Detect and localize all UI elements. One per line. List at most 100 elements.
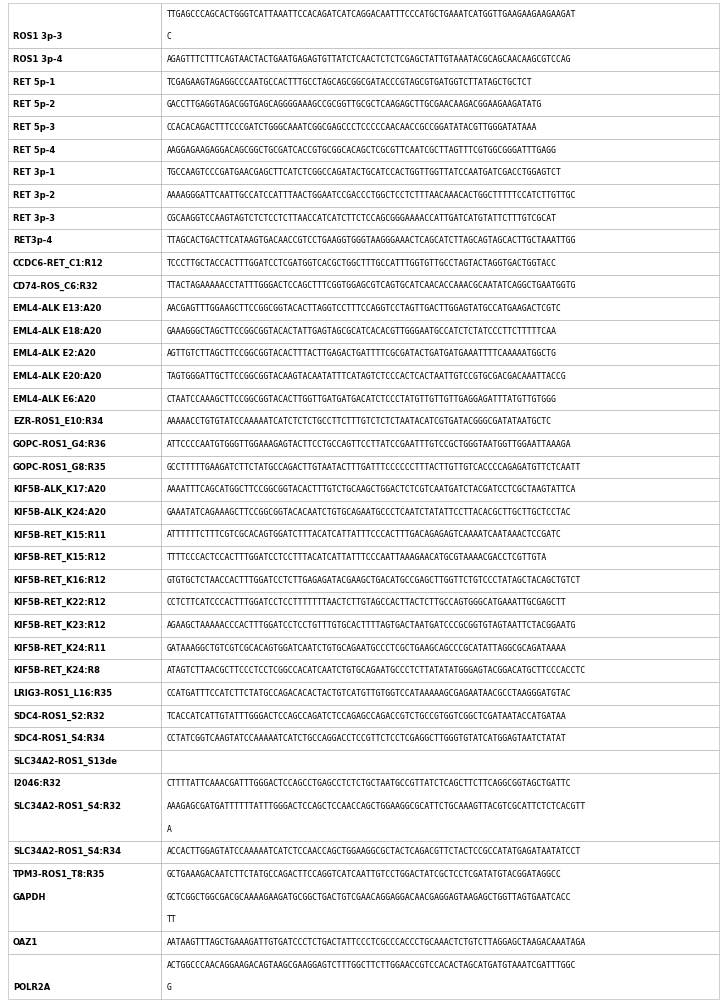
Bar	[161, 569, 719, 592]
Bar	[161, 48, 719, 71]
Bar	[161, 320, 719, 343]
Text: GCCTTTTTGAAGATCTTCTATGCCAGACTTGTAATACTTTGATTTCCCCCCTTTACTTGTTGTCACCCCAGAGATGTTCT: GCCTTTTTGAAGATCTTCTATGCCAGACTTGTAATACTTT…	[167, 463, 581, 472]
Bar	[8, 116, 161, 139]
Bar	[8, 569, 161, 592]
Text: TTACTAGAAAAACCTATTTGGGACTCCAGCTTTCGGTGGAGCGTCAGTGCATCAACACCAAACGCAATATCAGGCTGAAT: TTACTAGAAAAACCTATTTGGGACTCCAGCTTTCGGTGGA…	[167, 281, 576, 290]
Bar	[161, 863, 719, 931]
Text: ROS1 3p-4: ROS1 3p-4	[13, 55, 62, 64]
Text: G: G	[167, 983, 172, 992]
Text: AGTTGTCTTAGCTTCCGGCGGTACACTTTACTTGAGACTGATTTTCGCGATACTGATGATGAAATTTTCAAAAATGGCTG: AGTTGTCTTAGCTTCCGGCGGTACACTTTACTTGAGACTG…	[167, 349, 557, 358]
Text: SLC34A2-ROS1_S4:R32: SLC34A2-ROS1_S4:R32	[13, 802, 121, 811]
Bar	[161, 433, 719, 456]
Text: SDC4-ROS1_S2:R32: SDC4-ROS1_S2:R32	[13, 711, 105, 721]
Text: KIF5B-RET_K15:R11: KIF5B-RET_K15:R11	[13, 530, 106, 540]
Text: LRIG3-ROS1_L16:R35: LRIG3-ROS1_L16:R35	[13, 689, 112, 698]
Bar	[8, 433, 161, 456]
Text: TTGAGCCCAGCACTGGGTCATTAAATTCCACAGATCATCAGGACAATTTCCCATGCTGAAATCATGGTTGAAGAAGAAGA: TTGAGCCCAGCACTGGGTCATTAAATTCCACAGATCATCA…	[167, 10, 576, 19]
Bar	[161, 275, 719, 297]
Bar	[161, 3, 719, 48]
Text: TCGAGAAGTAGAGGCCCAATGCCACTTTGCCTAGCAGCGGCGATACCCGTAGCGTGATGGTCTTATAGCTGCTCT: TCGAGAAGTAGAGGCCCAATGCCACTTTGCCTAGCAGCGG…	[167, 78, 532, 87]
Text: GACCTTGAGGTAGACGGTGAGCAGGGGAAAGCCGCGGTTGCGCTCAAGAGCTTGCGAACAAGACGGAAGAAGATATG: GACCTTGAGGTAGACGGTGAGCAGGGGAAAGCCGCGGTTG…	[167, 100, 542, 109]
Text: AGAAGCTAAAAACCCACTTTGGATCCTCCTGTTTGTGCACTTTTAGTGACTAATGATCCCGCGGTGTAGTAATTCTACGG: AGAAGCTAAAAACCCACTTTGGATCCTCCTGTTTGTGCAC…	[167, 621, 576, 630]
Bar	[161, 727, 719, 750]
Text: ACTGGCCCAACAGGAAGACAGTAAGCGAAGGAGTCTTTGGCTTCTTGGAACCGTCCACACTAGCATGATGTAAATCGATT: ACTGGCCCAACAGGAAGACAGTAAGCGAAGGAGTCTTTGG…	[167, 961, 576, 970]
Text: CTTTTATTCAAACGATTTGGGACTCCAGCCTGAGCCTCTCTGCTAATGCCGTTATCTCAGCTTCTTCAGGCGGTAGCTGA: CTTTTATTCAAACGATTTGGGACTCCAGCCTGAGCCTCTC…	[167, 779, 571, 788]
Text: KIF5B-RET_K24:R8: KIF5B-RET_K24:R8	[13, 666, 100, 675]
Text: I2046:R32: I2046:R32	[13, 779, 61, 788]
Text: RET 5p-1: RET 5p-1	[13, 78, 55, 87]
Text: AGAGTTTCTTTCAGTAACTACTGAATGAGAGTGTTATCTCAACTCTCTCGAGCTATTGTAAATACGCAGCAACAAGCGTC: AGAGTTTCTTTCAGTAACTACTGAATGAGAGTGTTATCTC…	[167, 55, 571, 64]
Text: TCACCATCATTGTATTTGGGACTCCAGCCAGATCTCCAGAGCCAGACCGTCTGCCGTGGTCGGCTCGATAATACCATGAT: TCACCATCATTGTATTTGGGACTCCAGCCAGATCTCCAGA…	[167, 712, 567, 721]
Text: ACCACTTGGAGTATCCAAAAATCATCTCCAACCAGCTGGAAGGCGCTACTCAGACGTTCTACTCCGCCATATGAGATAAT: ACCACTTGGAGTATCCAAAAATCATCTCCAACCAGCTGGA…	[167, 847, 581, 856]
Text: CCATGATTTCCATCTTCTATGCCAGACACACTACTGTCATGTTGTGGTCCATAAAAAGCGAGAATAACGCCTAAGGGATG: CCATGATTTCCATCTTCTATGCCAGACACACTACTGTCAT…	[167, 689, 571, 698]
Bar	[8, 71, 161, 94]
Bar	[161, 252, 719, 275]
Text: KIF5B-ALK_K24:A20: KIF5B-ALK_K24:A20	[13, 508, 106, 517]
Bar	[8, 320, 161, 343]
Bar	[8, 388, 161, 410]
Text: AACGAGTTTGGAAGCTTCCGGCGGTACACTTAGGTCCTTTCCAGGTCCTAGTTGACTTGGAGTATGCCATGAAGACTCGT: AACGAGTTTGGAAGCTTCCGGCGGTACACTTAGGTCCTTT…	[167, 304, 562, 313]
Bar	[8, 343, 161, 365]
Text: TTAGCACTGACTTCATAAGTGACAACCGTCCTGAAGGTGGGTAAGGGAAACTCAGCATCTTAGCAGTAGCACTTGCTAAA: TTAGCACTGACTTCATAAGTGACAACCGTCCTGAAGGTGG…	[167, 236, 576, 245]
Text: POLR2A: POLR2A	[13, 983, 50, 992]
Bar	[8, 727, 161, 750]
Bar	[161, 524, 719, 546]
Text: SLC34A2-ROS1_S4:R34: SLC34A2-ROS1_S4:R34	[13, 847, 121, 856]
Text: RET 5p-3: RET 5p-3	[13, 123, 55, 132]
Bar	[8, 297, 161, 320]
Bar	[8, 207, 161, 229]
Bar	[8, 750, 161, 773]
Bar	[161, 365, 719, 388]
Text: EML4-ALK E6:A20: EML4-ALK E6:A20	[13, 395, 96, 404]
Text: AATAAGTTTAGCTGAAAGATTGTGATCCCTCTGACTATTCCCTCGCCCACCCTGCAAACTCTGTCTTAGGAGCTAAGACA: AATAAGTTTAGCTGAAAGATTGTGATCCCTCTGACTATTC…	[167, 938, 586, 947]
Text: AAGGAGAAGAGGACAGCGGCTGCGATCACCGTGCGGCACAGCTCGCGTTCAATCGCTTAGTTTCGTGGCGGGATTTGAGG: AAGGAGAAGAGGACAGCGGCTGCGATCACCGTGCGGCACA…	[167, 146, 557, 155]
Text: SLC34A2-ROS1_S13de: SLC34A2-ROS1_S13de	[13, 757, 117, 766]
Text: GCTGAAAGACAATCTTCTATGCCAGACTTCCAGGTCATCAATTGTCCTGGACTATCGCTCCTCGATATGTACGGATAGGC: GCTGAAAGACAATCTTCTATGCCAGACTTCCAGGTCATCA…	[167, 870, 562, 879]
Text: CCACACAGACTTTCCCGATCTGGGCAAATCGGCGAGCCCTCCCCCAACAACCGCCGGATATACGTTGGGATATAAA: CCACACAGACTTTCCCGATCTGGGCAAATCGGCGAGCCCT…	[167, 123, 537, 132]
Text: CD74-ROS_C6:R32: CD74-ROS_C6:R32	[13, 281, 98, 291]
Bar	[8, 3, 161, 48]
Bar	[8, 614, 161, 637]
Bar	[8, 456, 161, 478]
Bar	[8, 682, 161, 705]
Bar	[161, 184, 719, 207]
Text: TPM3-ROS1_T8:R35: TPM3-ROS1_T8:R35	[13, 870, 106, 879]
Bar	[161, 161, 719, 184]
Bar	[161, 297, 719, 320]
Text: GOPC-ROS1_G4:R36: GOPC-ROS1_G4:R36	[13, 440, 107, 449]
Bar	[8, 659, 161, 682]
Bar	[161, 207, 719, 229]
Text: TGCCAAGTCCCGATGAACGAGCTTCATCTCGGCCAGATACTGCATCCACTGGTTGGTTATCCAATGATCGACCTGGAGTC: TGCCAAGTCCCGATGAACGAGCTTCATCTCGGCCAGATAC…	[167, 168, 562, 177]
Text: OAZ1: OAZ1	[13, 938, 38, 947]
Text: KIF5B-RET_K24:R11: KIF5B-RET_K24:R11	[13, 644, 106, 653]
Text: CCTCTTCATCCCACTTTGGATCCTCCTTTTTTTAACTCTTGTAGCCACTTACTCTTGCCAGTGGGCATGAAATTGCGAGC: CCTCTTCATCCCACTTTGGATCCTCCTTTTTTTAACTCTT…	[167, 598, 567, 607]
Bar	[8, 139, 161, 161]
Text: CCDC6-RET_C1:R12: CCDC6-RET_C1:R12	[13, 259, 104, 268]
Text: EML4-ALK E20:A20: EML4-ALK E20:A20	[13, 372, 101, 381]
Text: KIF5B-RET_K15:R12: KIF5B-RET_K15:R12	[13, 553, 106, 562]
Text: ATAGTCTTAACGCTTCCCTCCTCGGCCACATCAATCTGTGCAGAATGCCCTCTTATATATGGGAGTACGGACATGCTTCC: ATAGTCTTAACGCTTCCCTCCTCGGCCACATCAATCTGTG…	[167, 666, 586, 675]
Text: EML4-ALK E2:A20: EML4-ALK E2:A20	[13, 349, 96, 358]
Bar	[8, 161, 161, 184]
Text: RET 5p-4: RET 5p-4	[13, 146, 55, 155]
Bar	[161, 139, 719, 161]
Bar	[8, 637, 161, 659]
Text: TT: TT	[167, 915, 177, 924]
Bar	[8, 954, 161, 999]
Bar	[8, 229, 161, 252]
Bar	[8, 931, 161, 954]
Text: GAPDH: GAPDH	[13, 893, 46, 902]
Bar	[161, 705, 719, 727]
Text: AAAATTTCAGCATGGCTTCCGGCGGTACACTTTGTCTGCAAGCTGGACTCTCGTCAATGATCTACGATCCTCGCTAAGTA: AAAATTTCAGCATGGCTTCCGGCGGTACACTTTGTCTGCA…	[167, 485, 576, 494]
Bar	[8, 48, 161, 71]
Text: ROS1 3p-3: ROS1 3p-3	[13, 32, 62, 41]
Bar	[8, 365, 161, 388]
Bar	[8, 863, 161, 931]
Text: EML4-ALK E18:A20: EML4-ALK E18:A20	[13, 327, 101, 336]
Text: AAAGAGCGATGATTTTTTATTTGGGACTCCAGCTCCAACCAGCTGGAAGGCGCATTCTGCAAAGTTACGTCGCATTCTCT: AAAGAGCGATGATTTTTTATTTGGGACTCCAGCTCCAACC…	[167, 802, 586, 811]
Text: C: C	[167, 32, 172, 41]
Text: KIF5B-RET_K23:R12: KIF5B-RET_K23:R12	[13, 621, 106, 630]
Bar	[161, 592, 719, 614]
Bar	[161, 931, 719, 954]
Bar	[161, 637, 719, 659]
